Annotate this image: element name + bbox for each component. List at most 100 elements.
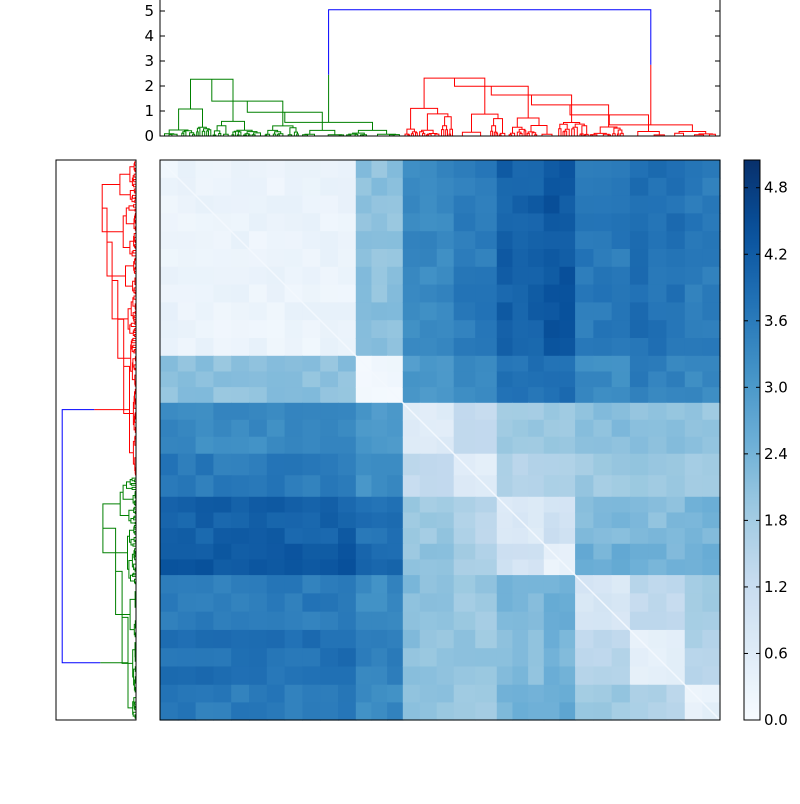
heatmap-cell: [496, 387, 514, 404]
heatmap-cell: [629, 543, 649, 561]
heatmap-cell: [419, 496, 438, 514]
heatmap-cell: [629, 559, 649, 576]
heatmap-cell: [543, 702, 561, 721]
heatmap-cell: [593, 249, 613, 268]
heatmap-cell: [684, 249, 703, 268]
heatmap-cell: [302, 496, 321, 514]
heatmap-cell: [266, 177, 286, 197]
heatmap-cell: [195, 512, 214, 529]
heatmap-cell: [496, 371, 514, 388]
heatmap-cell: [402, 512, 421, 529]
heatmap-cell: [371, 496, 388, 514]
heatmap-cell: [249, 177, 268, 197]
heatmap-cell: [629, 512, 649, 529]
heatmap-cell: [160, 496, 179, 514]
heatmap-cell: [371, 231, 388, 250]
heatmap-cell: [475, 453, 498, 476]
heatmap-cell: [302, 213, 321, 232]
heatmap-cell: [284, 648, 303, 668]
heatmap-cell: [355, 611, 373, 631]
heatmap-cell: [249, 528, 268, 545]
heatmap-cell: [666, 436, 686, 455]
heatmap-cell: [160, 195, 179, 214]
heatmap-cell: [177, 543, 197, 561]
heatmap-cell: [453, 249, 476, 268]
heatmap-cell: [648, 302, 668, 321]
heatmap-cell: [593, 475, 613, 498]
heatmap-cell: [419, 436, 438, 455]
heatmap-cell: [387, 419, 404, 438]
heatmap-cell: [453, 266, 476, 286]
heatmap-cell: [684, 666, 703, 686]
heatmap-cell: [559, 496, 576, 514]
heatmap-cell: [195, 302, 214, 321]
heatmap-cell: [213, 611, 232, 631]
heatmap-cell: [629, 371, 649, 388]
heatmap-cell: [593, 195, 613, 214]
heatmap-cell: [320, 266, 339, 286]
heatmap-cell: [702, 475, 721, 498]
heatmap-cell: [528, 611, 545, 631]
heatmap-cell: [496, 559, 514, 576]
heatmap-cell: [436, 611, 455, 631]
heatmap-cell: [355, 528, 373, 545]
heatmap-cell: [338, 528, 357, 545]
heatmap-cell: [371, 666, 388, 686]
heatmap-cell: [528, 496, 545, 514]
heatmap-cell: [436, 496, 455, 514]
heatmap-cell: [231, 629, 250, 649]
heatmap-cell: [436, 249, 455, 268]
heatmap-cell: [528, 195, 545, 214]
top-dendrogram-link-cluster-a: [216, 125, 227, 135]
heatmap-cell: [371, 160, 388, 179]
heatmap-cell: [284, 195, 303, 214]
heatmap-cell: [543, 213, 561, 232]
heatmap-cell: [419, 338, 438, 357]
heatmap-cell: [475, 496, 498, 514]
heatmap-cell: [266, 338, 286, 357]
heatmap-cell: [496, 611, 514, 631]
heatmap-cell: [402, 684, 421, 703]
heatmap-cell: [702, 402, 721, 421]
heatmap-cell: [302, 387, 321, 404]
heatmap-cell: [575, 231, 594, 250]
heatmap-cell: [338, 284, 357, 303]
heatmap-cell: [453, 302, 476, 321]
heatmap-cell: [575, 338, 594, 357]
heatmap-cell: [213, 593, 232, 613]
heatmap-cell: [266, 231, 286, 250]
heatmap-cell: [453, 436, 476, 455]
heatmap-frame: [159, 159, 721, 721]
heatmap-cell: [629, 266, 649, 286]
left-dendrogram-link-cluster-b: [102, 207, 126, 277]
heatmap-cell: [496, 436, 514, 455]
heatmap-cell: [213, 231, 232, 250]
heatmap-cell: [402, 611, 421, 631]
heatmap-cell: [453, 475, 476, 498]
heatmap-cell: [231, 266, 250, 286]
heatmap-cell: [436, 575, 455, 594]
heatmap-cell: [177, 629, 197, 649]
heatmap-cell: [355, 231, 373, 250]
heatmap-cell: [387, 702, 404, 721]
heatmap-cell: [702, 666, 721, 686]
heatmap-cell: [338, 611, 357, 631]
heatmap-cell: [387, 402, 404, 421]
heatmap-cell: [302, 684, 321, 703]
heatmap-cell: [629, 338, 649, 357]
heatmap-cell: [575, 543, 594, 561]
heatmap-cell: [543, 177, 561, 197]
heatmap-cell: [559, 213, 576, 232]
heatmap-cell: [629, 302, 649, 321]
heatmap-cell: [402, 593, 421, 613]
heatmap-cell: [355, 195, 373, 214]
heatmap-cell: [593, 702, 613, 721]
heatmap-cell: [528, 512, 545, 529]
heatmap-cell: [702, 213, 721, 232]
heatmap-cell: [593, 402, 613, 421]
heatmap-cell: [371, 543, 388, 561]
heatmap-cell: [231, 702, 250, 721]
heatmap-cell: [284, 512, 303, 529]
heatmap-cell: [284, 213, 303, 232]
heatmap-cell: [629, 528, 649, 545]
